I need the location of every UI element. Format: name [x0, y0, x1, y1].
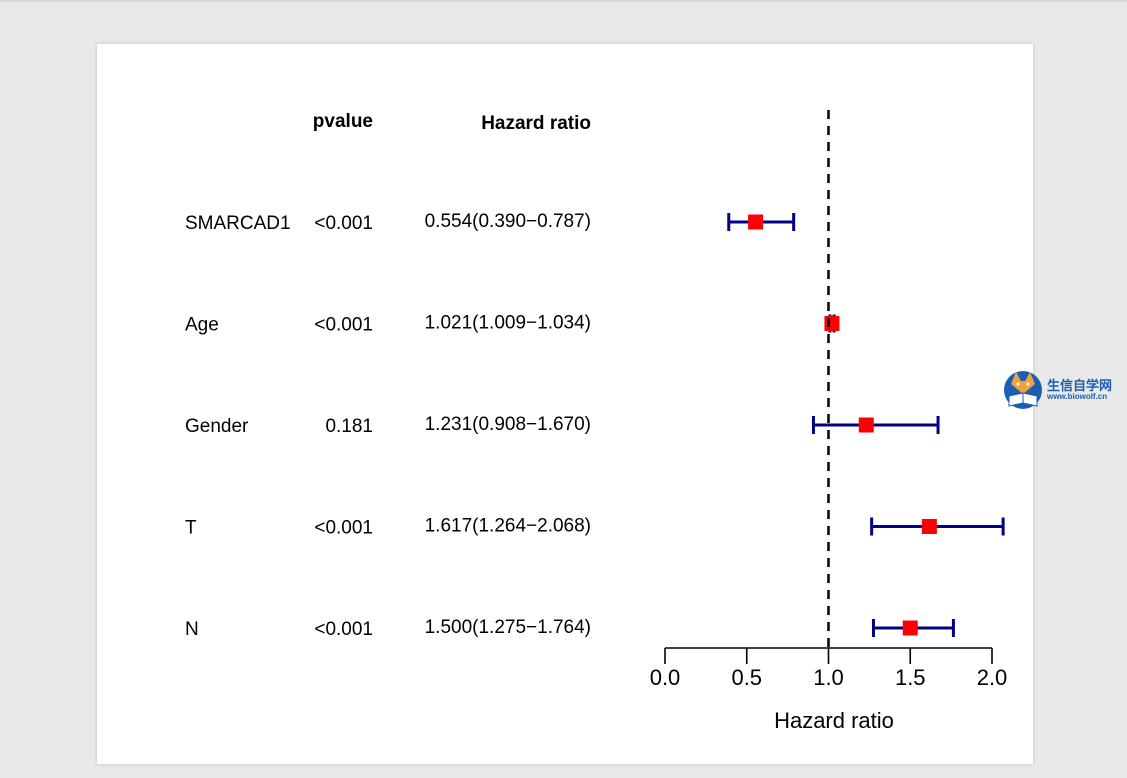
row-hazard-ratio-text: 0.554(0.390−0.787) — [425, 211, 591, 232]
row-pvalue: <0.001 — [314, 619, 373, 640]
header-pvalue: pvalue — [313, 111, 373, 132]
forest-row: Age <0.001 1.021(1.009−1.034) — [185, 313, 840, 336]
row-pvalue: <0.001 — [314, 213, 373, 234]
row-pvalue: <0.001 — [314, 518, 373, 539]
hazard-ratio-point — [902, 620, 918, 636]
row-label: Age — [185, 315, 219, 336]
forest-row: SMARCAD1 <0.001 0.554(0.390−0.787) — [185, 211, 796, 234]
watermark-url: www.biowolf.cn — [1047, 392, 1108, 401]
hazard-ratio-point — [858, 417, 874, 433]
header-hazard-ratio: Hazard ratio — [481, 113, 591, 134]
row-label: Gender — [185, 416, 249, 437]
row-label: T — [185, 518, 197, 539]
plot-panel: pvalue Hazard ratio SMARCAD1 <0.001 0.554(0… — [97, 44, 1033, 764]
row-hazard-ratio-text: 1.021(1.009−1.034) — [425, 313, 591, 334]
x-tick-label: 0.5 — [731, 665, 762, 690]
row-hazard-ratio-text: 1.500(1.275−1.764) — [425, 617, 591, 638]
x-tick-label: 2.0 — [977, 665, 1008, 690]
x-tick-label: 1.0 — [813, 665, 844, 690]
wolf-book-icon — [1004, 371, 1042, 409]
row-hazard-ratio-text: 1.231(0.908−1.670) — [425, 414, 591, 435]
row-pvalue: <0.001 — [314, 315, 373, 336]
row-pvalue: 0.181 — [325, 416, 373, 437]
watermark-name: 生信自学网 — [1047, 378, 1113, 393]
watermark-logo: 生信自学网 www.biowolf.cn — [1003, 368, 1127, 412]
row-label: SMARCAD1 — [185, 213, 291, 234]
forest-row: N <0.001 1.500(1.275−1.764) — [185, 617, 955, 640]
hazard-ratio-point — [921, 519, 937, 534]
hazard-ratio-point — [748, 214, 764, 230]
forest-row: T <0.001 1.617(1.264−2.068) — [185, 516, 1005, 539]
x-axis-label: Hazard ratio — [774, 708, 894, 733]
hazard-ratio-point — [824, 316, 840, 331]
x-tick-label: 1.5 — [895, 665, 926, 690]
x-tick-label: 0.0 — [650, 665, 681, 690]
row-label: N — [185, 619, 199, 640]
row-hazard-ratio-text: 1.617(1.264−2.068) — [425, 516, 591, 537]
top-border — [0, 0, 1127, 2]
forest-row: Gender 0.181 1.231(0.908−1.670) — [185, 414, 940, 437]
forest-plot: pvalue Hazard ratio SMARCAD1 <0.001 0.554(0… — [185, 110, 1008, 733]
